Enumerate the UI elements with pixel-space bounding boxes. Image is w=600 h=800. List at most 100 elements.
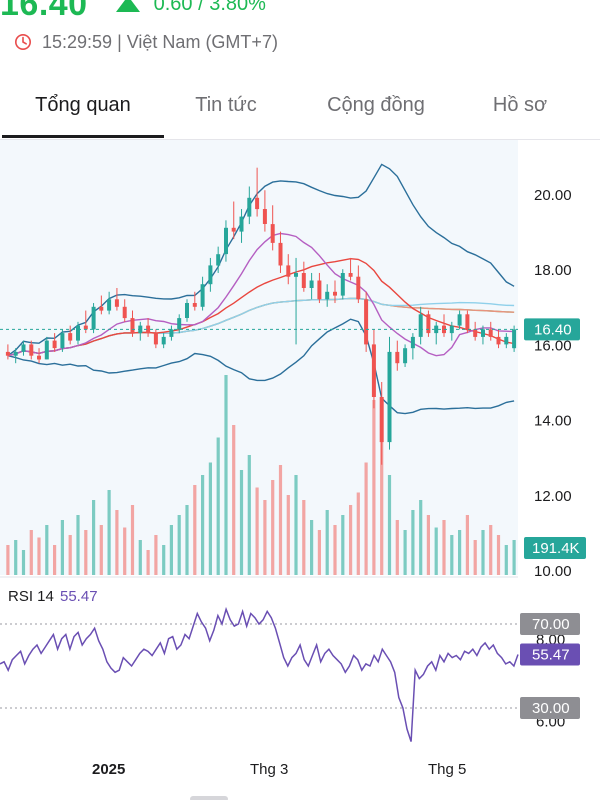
rsi-value-label: 55.47 — [532, 647, 570, 664]
candle-body — [177, 318, 182, 330]
candle-body — [130, 318, 135, 334]
current-price: 16.40 — [0, 0, 88, 23]
rsi-line — [0, 606, 519, 742]
tab-label: Hồ sơ — [492, 93, 548, 116]
volume-bar — [387, 475, 392, 575]
candle-body — [5, 351, 10, 356]
chart-canvas[interactable]: 20.00 18.00 16.00 14.00 12.00 10.00 16.40 191.4… — [0, 140, 600, 800]
tab-news[interactable]: Tin tức — [164, 72, 288, 138]
volume-label: 191.4K — [532, 540, 580, 557]
candle-body — [504, 336, 509, 345]
candle-body — [301, 273, 306, 288]
bollinger-lower-line — [7, 318, 515, 415]
volume-bar — [458, 530, 462, 575]
volume-bar — [364, 462, 368, 575]
volume-bar — [419, 500, 423, 575]
price-tick-label: 16.00 — [534, 337, 572, 354]
last-price-badge — [524, 318, 580, 341]
candle-body — [208, 265, 213, 285]
volume-bar — [512, 540, 516, 575]
volume-bar — [6, 545, 10, 575]
volume-bar — [138, 540, 142, 575]
last-price-label: 16.40 — [534, 321, 572, 338]
candle-body — [21, 344, 26, 352]
volume-bar — [185, 505, 189, 575]
candle-body — [255, 197, 260, 210]
volume-bar — [115, 510, 119, 575]
volume-bar — [37, 537, 41, 575]
price-change: 0.60 / 3.80% — [153, 0, 266, 15]
volume-bar — [317, 530, 321, 575]
volume-bar — [403, 530, 407, 575]
tab-overview[interactable]: Tổng quan — [2, 72, 164, 138]
candle-body — [418, 314, 423, 337]
volume-bar — [333, 525, 337, 575]
candle-body — [122, 306, 127, 319]
candle-body — [262, 209, 267, 224]
rsi-30-badge — [520, 697, 580, 719]
volume-bar — [286, 495, 290, 575]
price-tick-label: 12.00 — [534, 488, 572, 505]
volume-bar — [14, 540, 18, 575]
candle-body — [294, 273, 298, 277]
tab-bar: Tổng quan Tin tức Cộng đồng Hồ sơ — [0, 72, 600, 140]
volume-bar — [481, 530, 485, 575]
tab-label: Tổng quan — [35, 93, 131, 116]
candle-body — [496, 336, 501, 345]
x-axis-label: Thg 3 — [250, 761, 288, 778]
candle-body — [231, 227, 236, 232]
price-header: 16.40 0.60 / 3.80% — [0, 0, 266, 23]
active-tab-indicator — [2, 135, 164, 138]
candle-body — [153, 333, 158, 345]
volume-bar — [29, 530, 33, 575]
price-chart[interactable]: 20.00 18.00 16.00 14.00 12.00 10.00 16.40 191.4… — [0, 140, 600, 800]
rsi-30-label: 30.00 — [532, 700, 570, 717]
candle-body — [488, 329, 493, 337]
scroll-handle — [190, 796, 228, 800]
volume-bar — [263, 500, 267, 575]
candle-body — [60, 333, 65, 349]
up-arrow-icon — [115, 0, 140, 12]
volume-bar — [372, 400, 376, 575]
volume-bar — [341, 515, 345, 575]
candle-body — [286, 265, 291, 277]
candle-body — [29, 344, 34, 356]
volume-bar — [278, 465, 283, 575]
volume-bar — [349, 505, 353, 575]
candle-body — [99, 306, 104, 311]
candle-body — [52, 340, 57, 349]
candle-body — [473, 329, 478, 337]
ma-purple-line — [7, 232, 515, 357]
candle-body — [44, 340, 49, 360]
volume-bar — [224, 375, 228, 575]
tab-profile[interactable]: Hồ sơ — [470, 72, 570, 138]
volume-bar — [169, 525, 173, 575]
price-tick-label: 18.00 — [534, 262, 572, 279]
candle-body — [83, 325, 88, 330]
volume-bar — [442, 520, 446, 575]
volume-bar — [177, 515, 181, 575]
volume-bar — [84, 530, 88, 575]
volume-bar — [193, 485, 197, 575]
tab-label: Cộng đồng — [327, 93, 425, 116]
tab-community[interactable]: Cộng đồng — [296, 72, 456, 138]
volume-badge — [524, 537, 586, 559]
candle-body — [239, 216, 244, 232]
candle-body — [333, 291, 337, 296]
candle-body — [457, 314, 462, 326]
candle-body — [348, 273, 353, 277]
candle-body — [169, 329, 174, 337]
volume-bar — [130, 505, 135, 575]
candle-body — [270, 224, 275, 243]
candle-body — [13, 351, 18, 356]
volume-bar — [434, 527, 438, 575]
candle-body — [426, 314, 431, 334]
volume-bar — [294, 475, 298, 575]
candle-body — [216, 254, 221, 266]
candle-body — [340, 273, 345, 296]
clock-icon — [14, 33, 32, 51]
candle-body — [76, 325, 80, 341]
volume-bar — [247, 455, 251, 575]
candle-body — [68, 333, 73, 341]
axis-background — [518, 140, 600, 800]
